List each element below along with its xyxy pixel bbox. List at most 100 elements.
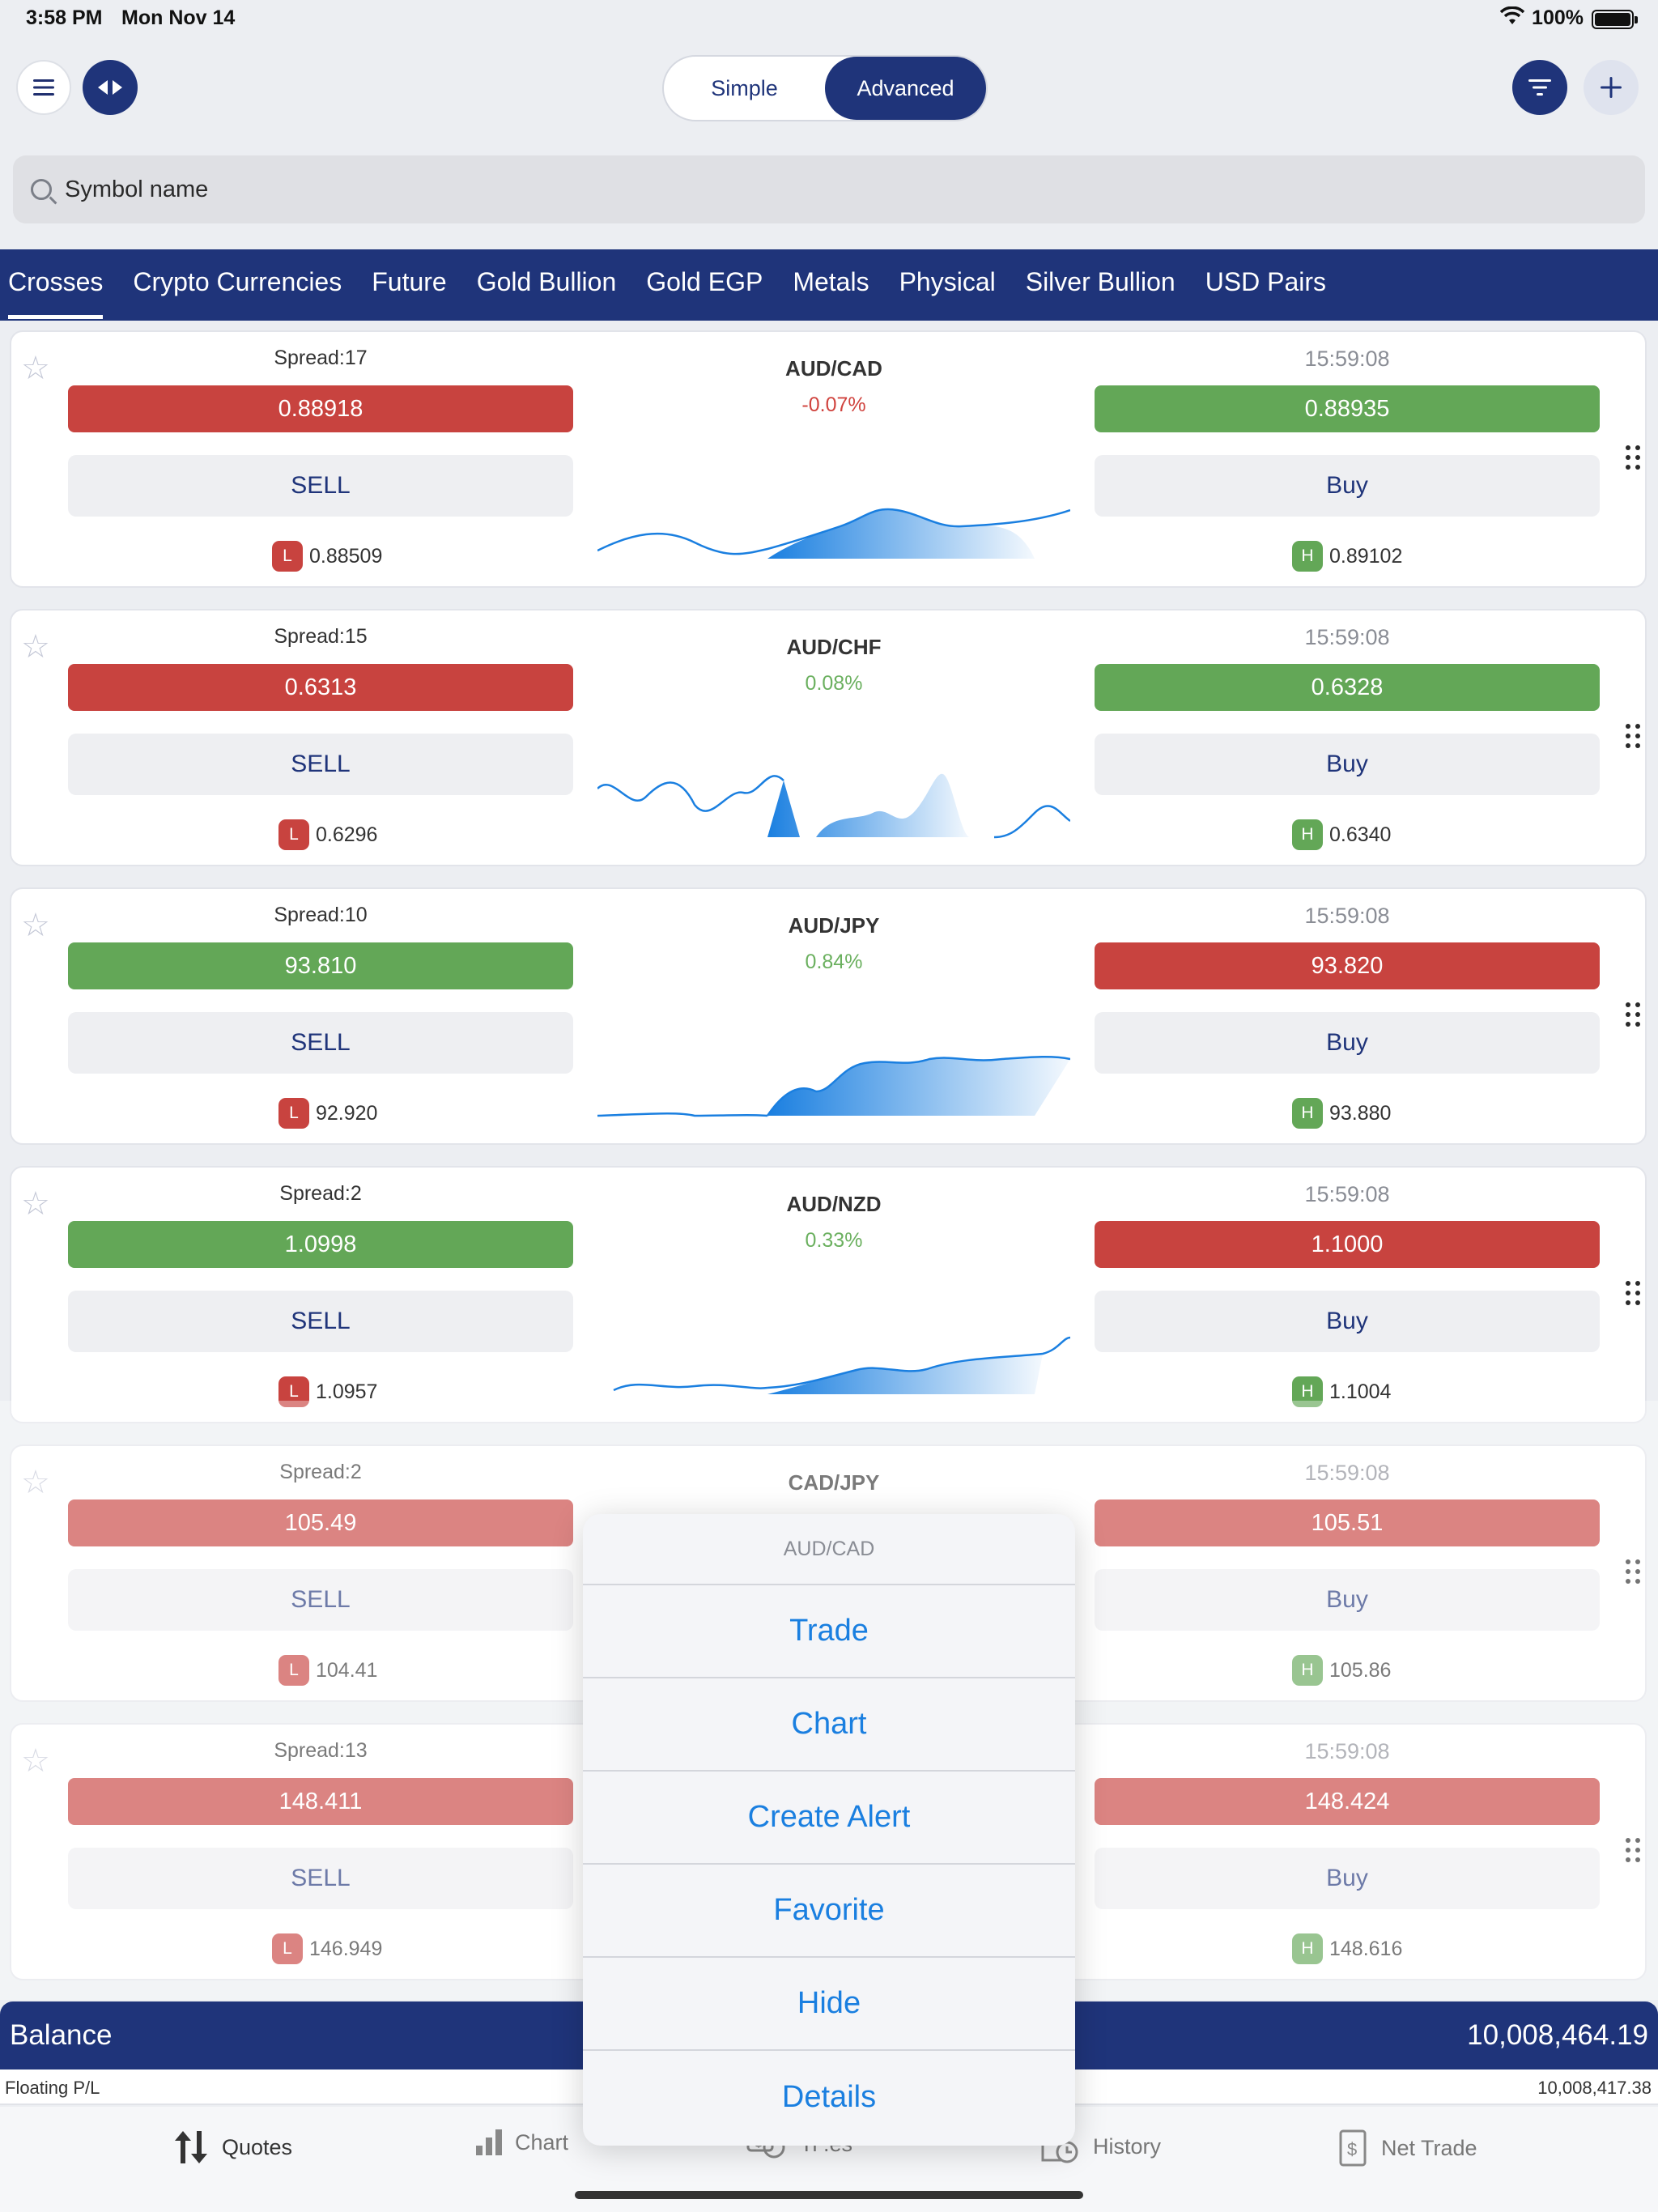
buy-price[interactable]: 148.424 <box>1095 1778 1600 1825</box>
buy-button[interactable]: Buy <box>1095 455 1600 517</box>
favorite-star-icon[interactable]: ☆ <box>21 1465 50 1500</box>
change-percent: -0.07% <box>801 393 866 416</box>
sell-price[interactable]: 105.49 <box>68 1499 573 1546</box>
add-button[interactable] <box>1584 60 1639 115</box>
tab-crosses[interactable]: Crosses <box>8 249 104 321</box>
create-alert-option[interactable]: Create Alert <box>583 1772 1075 1865</box>
filter-button[interactable] <box>1512 60 1567 115</box>
drag-handle-icon[interactable] <box>1626 1002 1645 1035</box>
high-price-row: H 105.86 <box>1292 1655 1391 1686</box>
sell-button[interactable]: SELL <box>68 1291 573 1352</box>
sell-price[interactable]: 1.0998 <box>68 1221 573 1268</box>
drag-handle-icon[interactable] <box>1626 724 1645 756</box>
category-tabs: Crosses Crypto Currencies Future Gold Bu… <box>0 249 1658 321</box>
svg-text:$: $ <box>1347 2139 1357 2159</box>
sparkline-area <box>767 509 1035 559</box>
low-price: 104.41 <box>316 1658 378 1682</box>
buy-price[interactable]: 105.51 <box>1095 1499 1600 1546</box>
chart-option[interactable]: Chart <box>583 1678 1075 1772</box>
advanced-mode-button[interactable]: Advanced <box>825 57 986 120</box>
sell-price[interactable]: 93.810 <box>68 942 573 989</box>
search-icon <box>31 179 52 200</box>
quote-card[interactable]: ☆ Spread:15 0.6313 SELL L 0.6296 AUD/CHF… <box>10 609 1647 866</box>
symbol-search-input[interactable] <box>65 176 1603 203</box>
sell-price[interactable]: 0.6313 <box>68 664 573 711</box>
high-badge: H <box>1292 1655 1323 1686</box>
low-price: 92.920 <box>316 1101 378 1125</box>
bottom-tab-chart[interactable]: Chart <box>474 2128 568 2157</box>
favorite-star-icon[interactable]: ☆ <box>21 629 50 665</box>
favorite-star-icon[interactable]: ☆ <box>21 1743 50 1779</box>
quote-time: 15:59:08 <box>1304 1739 1390 1763</box>
tab-crypto-currencies[interactable]: Crypto Currencies <box>133 267 342 296</box>
hide-option[interactable]: Hide <box>583 1958 1075 2051</box>
sparkline-line <box>993 805 1070 839</box>
hamburger-icon <box>33 79 54 96</box>
drag-handle-icon[interactable] <box>1626 1281 1645 1313</box>
battery-icon <box>1592 10 1638 29</box>
tab-metals[interactable]: Metals <box>793 267 869 296</box>
quote-card[interactable]: ☆ Spread:17 0.88918 SELL L 0.88509 AUD/C… <box>10 330 1647 588</box>
buy-button[interactable]: Buy <box>1095 1291 1600 1352</box>
quote-time: 15:59:08 <box>1304 1182 1390 1206</box>
favorite-star-icon[interactable]: ☆ <box>21 351 50 386</box>
buy-price[interactable]: 1.1000 <box>1095 1221 1600 1268</box>
bottom-tab-net-trade[interactable]: $ Net Trade <box>1334 2128 1477 2168</box>
sell-button[interactable]: SELL <box>68 1848 573 1909</box>
low-price-row: L 0.6296 <box>278 819 377 850</box>
high-badge: H <box>1292 541 1323 572</box>
sell-price[interactable]: 0.88918 <box>68 385 573 432</box>
menu-button[interactable] <box>16 60 71 115</box>
drag-handle-icon[interactable] <box>1626 445 1645 478</box>
symbol-name: AUD/CHF <box>786 635 882 659</box>
symbol-name: AUD/NZD <box>786 1192 882 1216</box>
sparkline-chart <box>613 1336 1070 1394</box>
buy-button[interactable]: Buy <box>1095 1848 1600 1909</box>
battery-percent: 100% <box>1532 6 1584 29</box>
bottom-tab-quotes[interactable]: Quotes <box>172 2128 292 2167</box>
buy-price[interactable]: 0.88935 <box>1095 385 1600 432</box>
toggle-panel-button[interactable] <box>83 60 138 115</box>
floating-pl-label: Floating P/L <box>5 2078 100 2098</box>
sell-price[interactable]: 148.411 <box>68 1778 573 1825</box>
tab-future[interactable]: Future <box>372 267 447 296</box>
favorite-star-icon[interactable]: ☆ <box>21 1186 50 1222</box>
action-sheet-title: AUD/CAD <box>583 1514 1075 1585</box>
tab-gold-bullion[interactable]: Gold Bullion <box>476 267 617 296</box>
buy-price[interactable]: 0.6328 <box>1095 664 1600 711</box>
balance-label: Balance <box>10 2019 113 2051</box>
low-price-row: L 1.0957 <box>278 1376 377 1407</box>
tab-silver-bullion[interactable]: Silver Bullion <box>1025 267 1175 296</box>
buy-button[interactable]: Buy <box>1095 734 1600 795</box>
drag-handle-icon[interactable] <box>1626 1838 1645 1870</box>
high-badge: H <box>1292 1376 1323 1407</box>
high-price-row: H 93.880 <box>1292 1098 1391 1129</box>
sell-button[interactable]: SELL <box>68 455 573 517</box>
change-percent: 0.33% <box>805 1229 863 1252</box>
high-price: 0.89102 <box>1329 544 1403 568</box>
high-price-row: H 1.1004 <box>1292 1376 1391 1407</box>
sell-button[interactable]: SELL <box>68 1012 573 1074</box>
tab-physical[interactable]: Physical <box>899 267 996 296</box>
sell-button[interactable]: SELL <box>68 1569 573 1631</box>
favorite-option[interactable]: Favorite <box>583 1865 1075 1958</box>
home-indicator[interactable] <box>575 2191 1083 2199</box>
low-price: 146.949 <box>309 1937 383 1960</box>
spread-label: Spread:10 <box>274 904 368 926</box>
tab-usd-pairs[interactable]: USD Pairs <box>1205 267 1327 296</box>
details-option[interactable]: Details <box>781 2080 877 2114</box>
drag-handle-icon[interactable] <box>1626 1559 1645 1592</box>
floating-pl-value: 10,008,417.38 <box>1537 2078 1652 2098</box>
simple-mode-button[interactable]: Simple <box>711 75 778 100</box>
high-price: 93.880 <box>1329 1101 1392 1125</box>
favorite-star-icon[interactable]: ☆ <box>21 908 50 943</box>
sell-button[interactable]: SELL <box>68 734 573 795</box>
quote-card[interactable]: ☆ Spread:2 1.0998 SELL L 1.0957 AUD/NZD … <box>10 1166 1647 1423</box>
bottom-tab-history-label: History <box>1093 2133 1162 2159</box>
buy-button[interactable]: Buy <box>1095 1012 1600 1074</box>
trade-option[interactable]: Trade <box>583 1585 1075 1678</box>
quote-card[interactable]: ☆ Spread:10 93.810 SELL L 92.920 AUD/JPY… <box>10 887 1647 1145</box>
buy-price[interactable]: 93.820 <box>1095 942 1600 989</box>
buy-button[interactable]: Buy <box>1095 1569 1600 1631</box>
tab-gold-egp[interactable]: Gold EGP <box>646 267 763 296</box>
